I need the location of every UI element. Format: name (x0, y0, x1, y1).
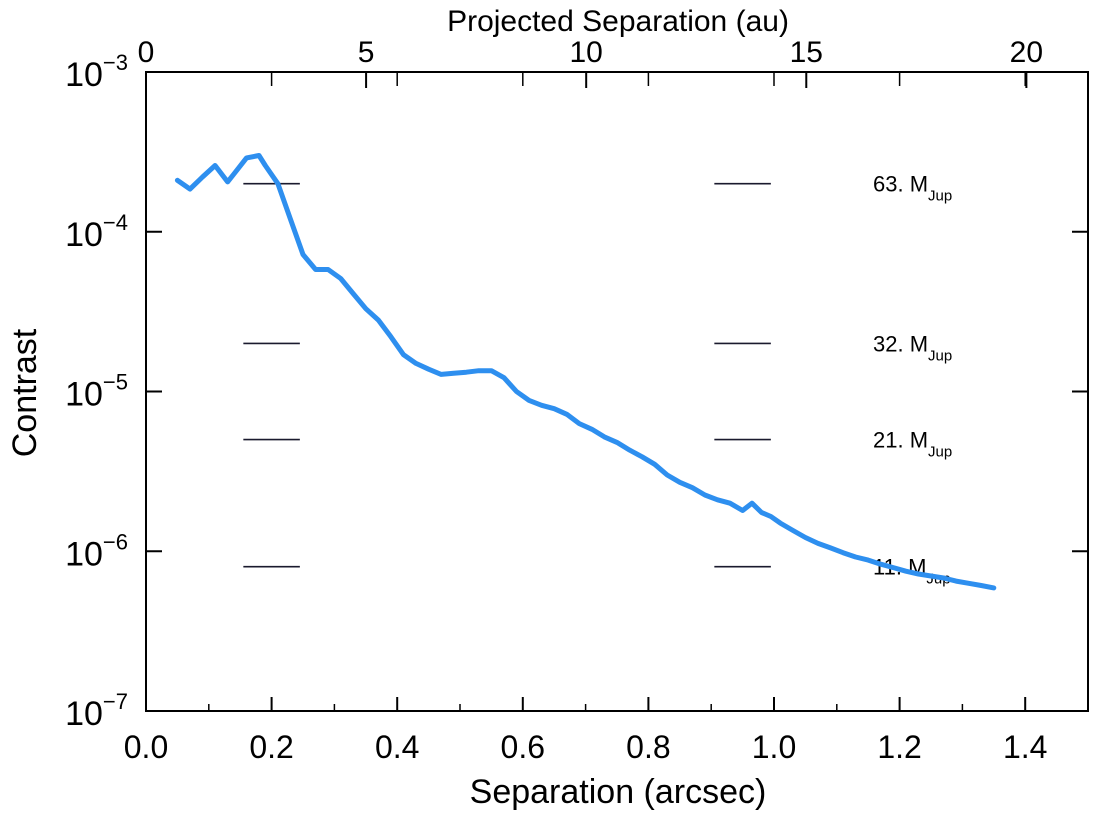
x-tick-label: 0.6 (501, 729, 545, 765)
x2-tick-label: 5 (358, 36, 375, 69)
y-tick-labels: 10−7 10−6 10−5 10−4 10−3 (65, 50, 128, 733)
axis-ticks (145, 71, 1089, 712)
x2-axis-label: Projected Separation (au) (447, 5, 789, 38)
x-tick-label: 1.2 (877, 729, 921, 765)
x2-tick-label: 0 (138, 36, 155, 69)
x2-tick-labels: 0 5 10 15 20 (138, 36, 1043, 69)
x-tick-label: 1.0 (752, 729, 796, 765)
x-tick-label: 0.0 (124, 729, 168, 765)
x2-tick-label: 20 (1010, 36, 1043, 69)
x-tick-label: 0.2 (249, 729, 293, 765)
y-tick-label: 10−6 (65, 529, 128, 573)
x-tick-labels: 0.0 0.2 0.4 0.6 0.8 1.0 1.2 1.4 (124, 729, 1048, 765)
mass-limit-label: 32. MJup (873, 331, 952, 364)
mass-limit-label: 63. MJup (873, 172, 952, 205)
y-tick-label: 10−4 (65, 210, 128, 254)
contrast-curve-line (174, 153, 997, 591)
mass-limit-markers (243, 182, 771, 568)
y-tick-label: 10−7 (65, 689, 128, 733)
x-tick-label: 0.4 (375, 729, 419, 765)
y-tick-label: 10−3 (65, 50, 128, 94)
x-axis-label: Separation (arcsec) (470, 773, 767, 811)
y-tick-label: 10−5 (65, 370, 128, 414)
x-tick-label: 1.4 (1003, 729, 1047, 765)
x2-tick-label: 15 (790, 36, 823, 69)
y-axis-label: Contrast (6, 328, 44, 457)
x-tick-label: 0.8 (626, 729, 670, 765)
plot-frame (145, 71, 1089, 712)
mass-limit-label: 21. MJup (873, 428, 952, 461)
x2-tick-label: 10 (569, 36, 602, 69)
